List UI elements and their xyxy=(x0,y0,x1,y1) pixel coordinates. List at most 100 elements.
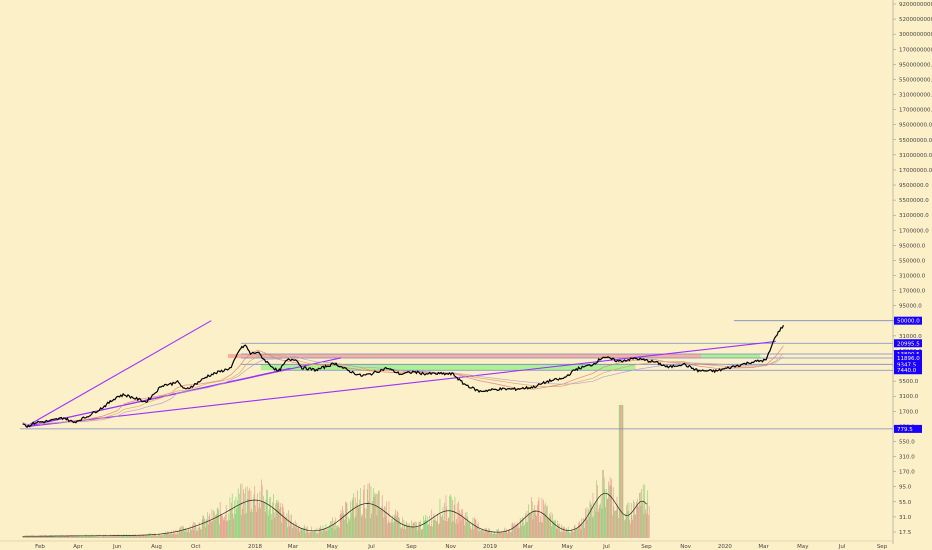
volume-bar xyxy=(118,534,120,538)
volume-bar xyxy=(640,505,642,538)
volume-bar xyxy=(505,528,507,538)
y-tick-label: 31000.0 xyxy=(899,334,922,340)
volume-bar xyxy=(410,526,412,538)
volume-bar xyxy=(317,533,319,538)
x-tick-label: 2019 xyxy=(483,544,497,550)
volume-bar xyxy=(283,512,285,538)
y-tick-label: 950000.0 xyxy=(899,243,926,249)
y-tick-label: 550.0 xyxy=(899,439,915,445)
volume-bar xyxy=(363,489,364,538)
volume-bar xyxy=(426,516,428,538)
volume-bar xyxy=(145,534,147,538)
volume-bar xyxy=(239,493,241,538)
volume-bar xyxy=(324,528,325,538)
volume-bar xyxy=(333,523,334,538)
volume-bar xyxy=(554,520,556,538)
volume-bar xyxy=(273,493,274,538)
y-tick-label: 550000000.0 xyxy=(899,77,932,83)
volume-bar xyxy=(309,532,310,538)
volume-bar xyxy=(61,536,63,538)
volume-bar xyxy=(512,522,514,538)
volume-bar xyxy=(287,527,289,538)
volume-bar xyxy=(286,513,288,538)
trendline-0[interactable] xyxy=(25,320,212,428)
volume-bar xyxy=(534,505,535,538)
volume-bar xyxy=(304,526,306,538)
volume-bar xyxy=(272,502,274,538)
volume-bar xyxy=(232,513,234,538)
volume-bar xyxy=(352,497,354,538)
volume-bar xyxy=(427,525,429,538)
volume-bar xyxy=(353,493,355,538)
volume-bar xyxy=(298,524,300,538)
volume-bar xyxy=(537,504,538,538)
volume-bar xyxy=(201,529,202,538)
volume-bar xyxy=(430,526,432,538)
volume-bar xyxy=(540,521,542,538)
volume-bar xyxy=(169,534,171,538)
trendline-2[interactable] xyxy=(25,367,291,428)
volume-bar xyxy=(571,529,573,538)
volume-bar xyxy=(598,508,600,538)
volume-bar xyxy=(354,497,356,538)
volume-bar xyxy=(575,529,577,538)
volume-bar xyxy=(515,524,517,538)
volume-bar xyxy=(43,536,45,538)
volume-bar xyxy=(544,512,546,538)
volume-bar xyxy=(254,486,256,538)
volume-bar xyxy=(114,535,116,538)
volume-bar xyxy=(500,532,502,538)
volume-bar xyxy=(635,513,637,538)
volume-bar xyxy=(647,490,649,538)
volume-bar xyxy=(138,534,139,538)
volume-bar xyxy=(49,536,51,538)
volume-bar xyxy=(418,521,420,538)
volume-bar xyxy=(108,536,110,538)
volume-bar xyxy=(585,518,587,538)
trendline-3[interactable] xyxy=(25,340,776,428)
volume-bar xyxy=(422,528,424,538)
volume-bar xyxy=(345,501,347,538)
volume-bar xyxy=(379,508,381,538)
volume-bar xyxy=(58,535,60,538)
volume-bar xyxy=(139,535,141,538)
price-line[interactable] xyxy=(22,324,785,429)
volume-bar xyxy=(196,527,198,538)
volume-bar xyxy=(97,536,99,538)
volume-bar xyxy=(96,535,98,538)
volume-bar xyxy=(332,517,334,538)
volume-bar xyxy=(551,526,553,538)
volume-bar xyxy=(627,511,629,538)
volume-bar xyxy=(244,514,246,538)
volume-bar xyxy=(186,531,188,538)
volume-bar xyxy=(434,520,436,538)
volume-bar xyxy=(535,514,537,538)
x-tick-label: Nov xyxy=(680,544,691,550)
volume-bar xyxy=(314,530,316,538)
volume-bar xyxy=(174,534,176,538)
volume-bar xyxy=(460,520,462,538)
volume-bar xyxy=(338,525,340,538)
volume-bar xyxy=(442,506,444,538)
volume-bar xyxy=(135,534,136,538)
volume-bar xyxy=(609,477,611,538)
volume-bar xyxy=(150,533,151,538)
zone-2 xyxy=(701,353,761,359)
volume-bar xyxy=(102,535,103,538)
volume-bar xyxy=(91,535,93,538)
y-tick-label: 9200000000.0 xyxy=(899,2,932,8)
volume-bar xyxy=(237,500,238,538)
volume-bar xyxy=(202,515,204,538)
volume-bar xyxy=(558,523,560,538)
volume-bar xyxy=(48,535,50,538)
y-tick-label: 31.0 xyxy=(899,515,912,521)
volume-bar xyxy=(521,525,523,538)
volume-bar xyxy=(38,536,40,538)
volume-bar xyxy=(538,497,540,538)
volume-bar xyxy=(438,524,439,538)
volume-bar xyxy=(290,521,292,538)
volume-bar xyxy=(381,506,382,538)
volume-bar xyxy=(411,520,412,538)
volume-bar xyxy=(120,536,121,538)
